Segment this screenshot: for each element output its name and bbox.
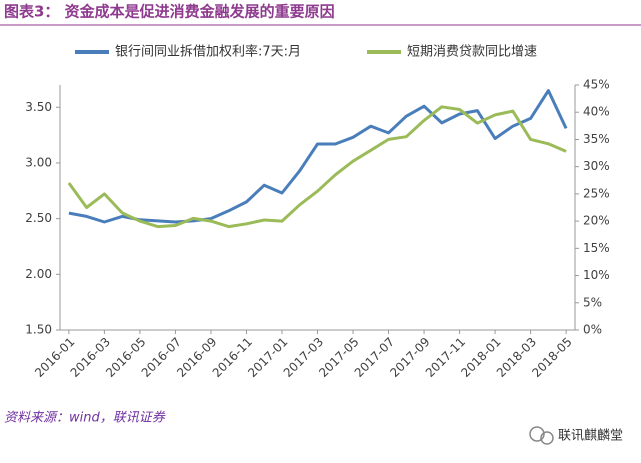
y-tick-label: 2.00	[25, 267, 52, 281]
x-tick-label: 2018-05	[529, 335, 574, 380]
y-tick-label: 3.00	[25, 155, 52, 169]
y-tick-label: 3.50	[25, 100, 52, 114]
y-tick-label: 2.50	[25, 211, 52, 225]
watermark: 联讯麒麟堂	[558, 428, 623, 444]
y-tick-label: 1.50	[25, 323, 52, 337]
y2-tick-label: 10%	[583, 268, 610, 282]
watermark-icon	[529, 426, 554, 445]
y2-tick-label: 40%	[583, 105, 610, 119]
chart-title: 图表3： 资金成本是促进消费金融发展的重要原因	[4, 3, 335, 21]
source: 资料来源：wind，联讯证券	[4, 411, 166, 426]
y2-tick-label: 45%	[583, 78, 610, 92]
y2-tick-label: 0%	[583, 323, 602, 337]
legend-label: 短期消费贷款同比增速	[407, 45, 537, 60]
y2-tick-label: 20%	[583, 214, 610, 228]
y2-tick-label: 25%	[583, 186, 610, 200]
y2-tick-label: 35%	[583, 132, 610, 146]
y2-tick-label: 15%	[583, 241, 610, 255]
y2-tick-label: 5%	[583, 295, 602, 309]
legend-label: 银行间同业拆借加权利率:7天:月	[115, 44, 301, 60]
series-line	[68, 89, 568, 224]
y2-tick-label: 30%	[583, 159, 610, 173]
series-line	[67, 105, 567, 229]
